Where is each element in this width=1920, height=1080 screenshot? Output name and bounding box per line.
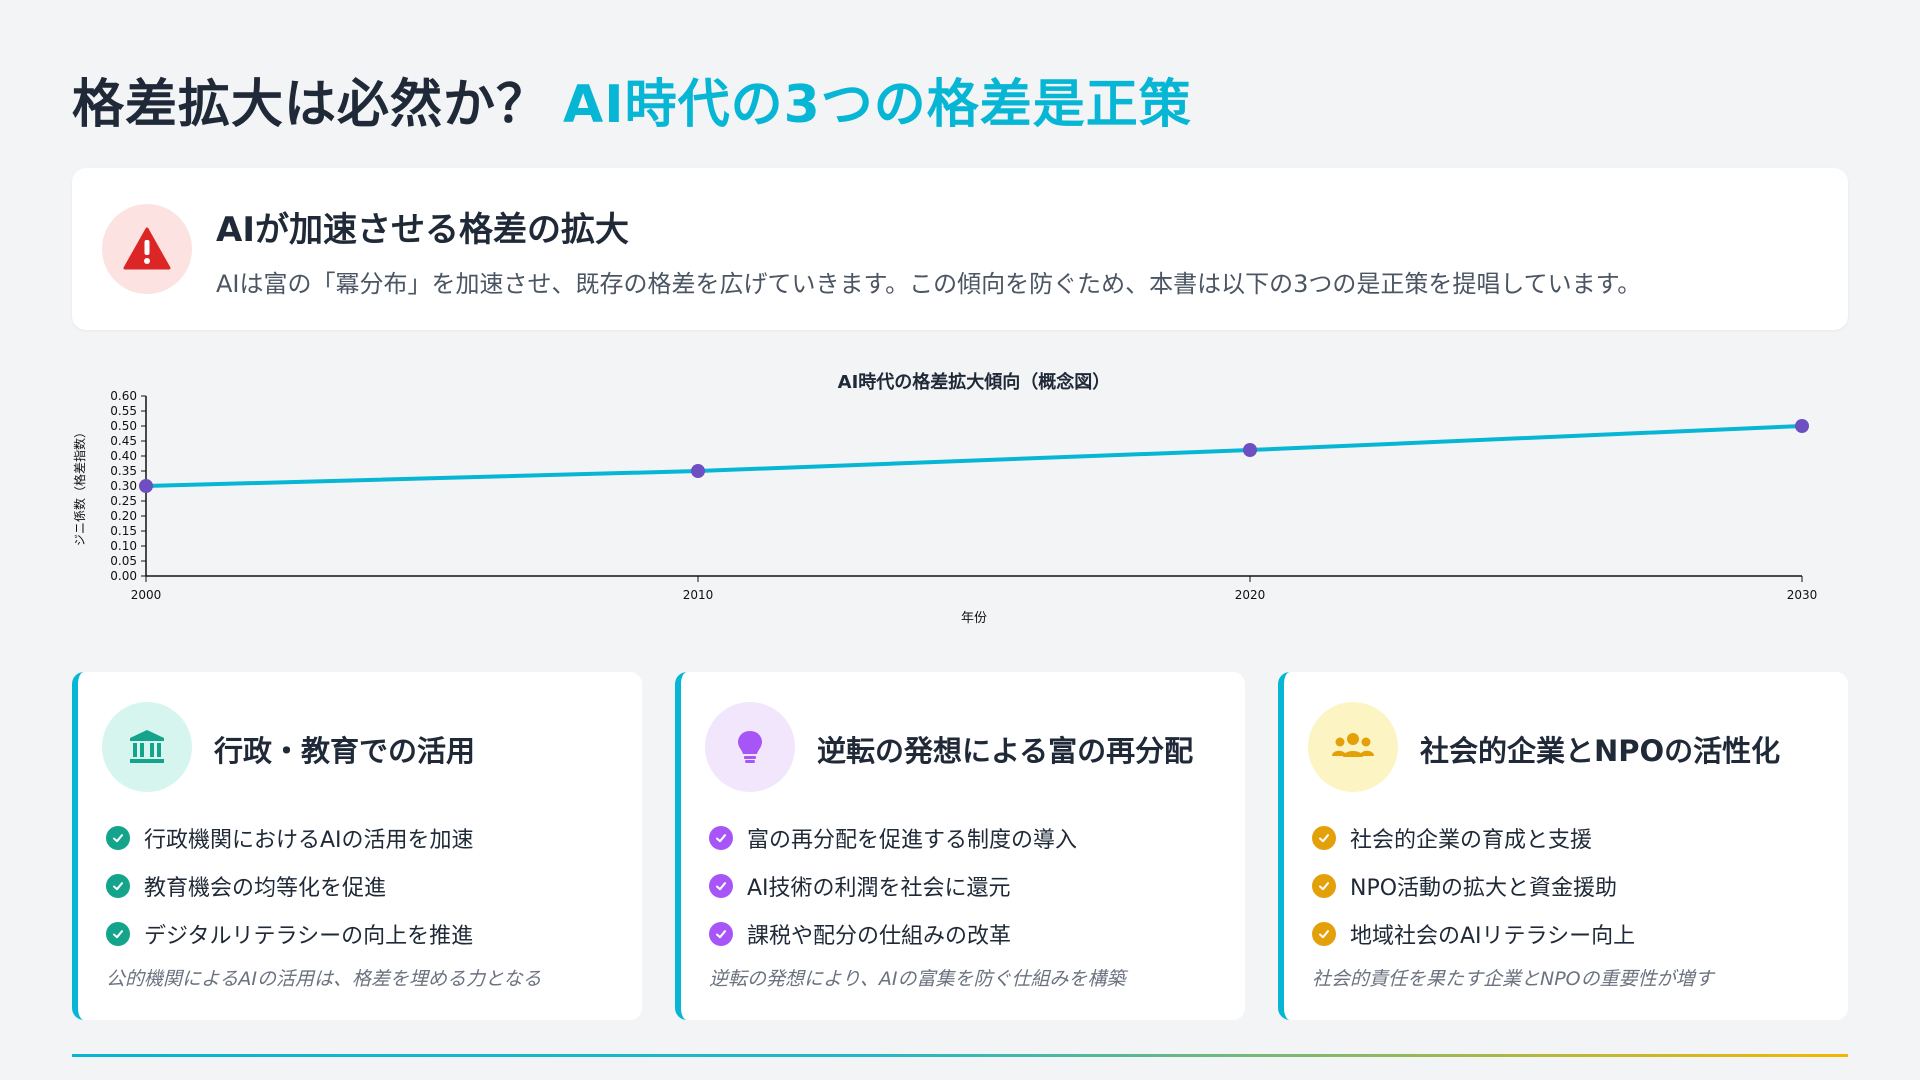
x-tick-label: 2000 <box>131 588 162 602</box>
y-tick-label: 0.40 <box>110 449 137 463</box>
y-tick-label: 0.10 <box>110 539 137 553</box>
list-item-label: 地域社会のAIリテラシー向上 <box>1350 924 1636 949</box>
alert-card: AIが加速させる格差の拡大 AIは富の「冪分布」を加速させ、既存の格差を広げてい… <box>72 168 1848 330</box>
data-point <box>1243 443 1257 457</box>
people-group-icon <box>1332 733 1374 757</box>
y-tick-label: 0.55 <box>110 404 137 418</box>
y-tick-label: 0.20 <box>110 509 137 523</box>
x-tick-label: 2020 <box>1235 588 1266 602</box>
card-icon-circle <box>705 702 795 792</box>
y-tick-label: 0.35 <box>110 464 137 478</box>
check-circle-icon <box>1312 826 1336 850</box>
card-list: 富の再分配を促進する制度の導入 AI技術の利潤を社会に還元 課税や配分の仕組みの… <box>709 814 1077 958</box>
lightbulb-icon <box>738 731 762 763</box>
chart-title: AI時代の格差拡大傾向（概念図） <box>838 371 1111 393</box>
list-item: 教育機会の均等化を促進 <box>106 862 474 910</box>
y-tick-label: 0.30 <box>110 479 137 493</box>
data-point <box>139 479 153 493</box>
building-columns-icon <box>130 730 164 763</box>
y-tick-label: 0.15 <box>110 524 137 538</box>
check-circle-icon <box>106 874 130 898</box>
y-tick-label: 0.45 <box>110 434 137 448</box>
list-item: 行政機関におけるAIの活用を加速 <box>106 814 474 862</box>
card-social-enterprise-npo: 社会的企業とNPOの活性化 社会的企業の育成と支援 NPO活動の拡大と資金援助 … <box>1278 672 1848 1020</box>
data-point <box>1795 419 1809 433</box>
warning-triangle-icon <box>123 227 171 270</box>
check-circle-icon <box>106 826 130 850</box>
list-item: デジタルリテラシーの向上を推進 <box>106 910 474 958</box>
list-item: AI技術の利潤を社会に還元 <box>709 862 1077 910</box>
x-axis-label: 年份 <box>961 611 987 626</box>
list-item-label: AI技術の利潤を社会に還元 <box>747 876 1011 901</box>
y-axis-label: ジニ係数（格差指数） <box>72 426 87 546</box>
list-item-label: 社会的企業の育成と支援 <box>1350 828 1593 853</box>
check-circle-icon <box>709 874 733 898</box>
alert-icon-circle <box>102 204 192 294</box>
list-item: 社会的企業の育成と支援 <box>1312 814 1635 862</box>
y-tick-label: 0.05 <box>110 554 137 568</box>
card-note: 公的機関によるAIの活用は、格差を埋める力となる <box>106 968 542 990</box>
check-circle-icon <box>709 826 733 850</box>
y-tick-label: 0.00 <box>110 569 137 583</box>
card-government-education: 行政・教育での活用 行政機関におけるAIの活用を加速 教育機会の均等化を促進 デ… <box>72 672 642 1020</box>
list-item-label: NPO活動の拡大と資金援助 <box>1350 876 1618 901</box>
list-item: 地域社会のAIリテラシー向上 <box>1312 910 1635 958</box>
list-item: 課税や配分の仕組みの改革 <box>709 910 1077 958</box>
data-point <box>691 464 705 478</box>
page-title-main: 格差拡大は必然か？ <box>72 75 550 135</box>
series-line <box>145 424 1803 488</box>
card-note: 逆転の発想により、AIの富集を防ぐ仕組みを構築 <box>709 968 1126 990</box>
card-wealth-redistribution: 逆転の発想による富の再分配 富の再分配を促進する制度の導入 AI技術の利潤を社会… <box>675 672 1245 1020</box>
x-tick-label: 2030 <box>1787 588 1818 602</box>
check-circle-icon <box>106 922 130 946</box>
list-item-label: 課税や配分の仕組みの改革 <box>747 924 1012 949</box>
card-title: 逆転の発想による富の再分配 <box>817 734 1194 768</box>
list-item: NPO活動の拡大と資金援助 <box>1312 862 1635 910</box>
card-list: 社会的企業の育成と支援 NPO活動の拡大と資金援助 地域社会のAIリテラシー向上 <box>1312 814 1635 958</box>
page-title-highlight: AI時代の3つの格差是正策 <box>563 75 1192 135</box>
card-icon-circle <box>1308 702 1398 792</box>
bottom-divider <box>72 1054 1848 1057</box>
y-tick-label: 0.50 <box>110 419 137 433</box>
alert-description: AIは富の「冪分布」を加速させ、既存の格差を広げていきます。この傾向を防ぐため、… <box>216 270 1642 298</box>
x-tick-label: 2010 <box>683 588 714 602</box>
check-circle-icon <box>709 922 733 946</box>
gini-line-chart: AI時代の格差拡大傾向（概念図） 0.00 0.05 0.10 0.15 0.20 0.25… <box>60 370 1860 630</box>
check-circle-icon <box>1312 874 1336 898</box>
list-item-label: 教育機会の均等化を促進 <box>144 876 387 901</box>
card-list: 行政機関におけるAIの活用を加速 教育機会の均等化を促進 デジタルリテラシーの向… <box>106 814 474 958</box>
card-note: 社会的責任を果たす企業とNPOの重要性が増す <box>1312 968 1714 990</box>
list-item-label: 行政機関におけるAIの活用を加速 <box>144 828 474 853</box>
check-circle-icon <box>1312 922 1336 946</box>
card-icon-circle <box>102 702 192 792</box>
y-tick-label: 0.60 <box>110 389 137 403</box>
list-item: 富の再分配を促進する制度の導入 <box>709 814 1077 862</box>
y-tick-label: 0.25 <box>110 494 137 508</box>
card-title: 社会的企業とNPOの活性化 <box>1420 734 1781 768</box>
list-item-label: デジタルリテラシーの向上を推進 <box>144 924 474 949</box>
card-title: 行政・教育での活用 <box>214 734 476 768</box>
alert-title: AIが加速させる格差の拡大 <box>216 210 629 250</box>
list-item-label: 富の再分配を促進する制度の導入 <box>747 828 1078 853</box>
page-title: 格差拡大は必然か？ AI時代の3つの格差是正策 <box>72 62 1192 137</box>
